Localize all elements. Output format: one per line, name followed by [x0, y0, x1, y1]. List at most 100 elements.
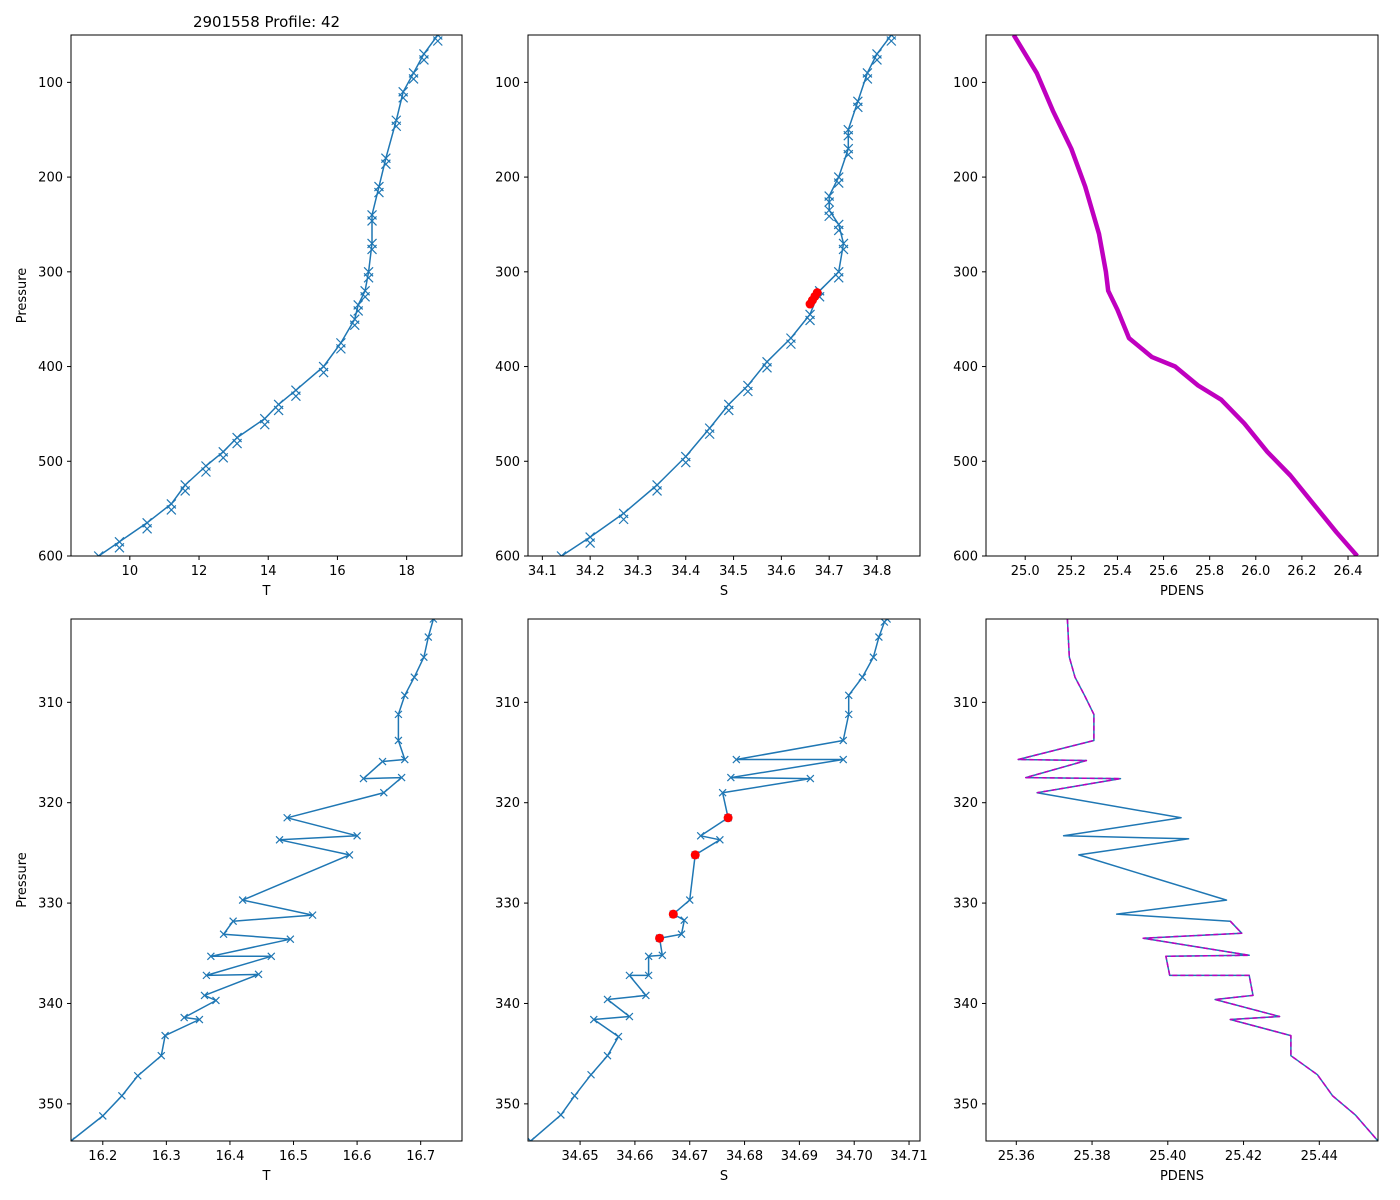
panel-density-full: 25.0 25.2 25.4 25.6 25.8 26.0 26.2 26.4 100 200 30… [953, 34, 1379, 599]
data-point-marker [838, 244, 849, 255]
data-point-marker [618, 514, 629, 525]
data-point-marker [267, 952, 276, 961]
x-tick-label: 26.0 [1241, 564, 1270, 579]
plot-area [1011, 35, 1359, 556]
x-tick-label: 26.2 [1287, 564, 1316, 579]
data-point-marker [839, 736, 848, 745]
x-tick-label: 16.3 [152, 1149, 181, 1164]
plot-area [1017, 619, 1378, 1141]
panel-temperature-zoom: 16.2 16.3 16.4 16.5 16.6 16.7 310 320 330 340 350 T… [15, 618, 463, 1184]
data-point-marker [641, 991, 650, 1000]
series-line [1142, 920, 1378, 1141]
x-tick-label: 34.70 [836, 1149, 873, 1164]
data-point-marker [98, 1111, 107, 1120]
y-tick-label: 500 [953, 455, 978, 470]
y-tick-label: 500 [495, 455, 520, 470]
y-tick-label: 300 [495, 265, 520, 280]
x-axis-label: T [262, 1169, 271, 1184]
data-point-marker [200, 991, 209, 1000]
data-point-marker [201, 467, 211, 477]
data-point-marker [363, 272, 374, 283]
data-point-marker [94, 558, 103, 567]
axes-frame [70, 34, 463, 557]
data-point-marker [206, 952, 215, 961]
y-tick-label: 330 [38, 897, 63, 912]
data-point-marker [157, 1051, 166, 1060]
panel-density-zoom: 25.36 25.38 25.40 25.42 25.44 310 320 330 340 350… [953, 618, 1379, 1184]
data-point-marker [394, 710, 403, 719]
x-tick-label: 16 [329, 564, 346, 579]
data-point-marker [806, 774, 815, 783]
plot-area [93, 35, 443, 567]
data-point-marker [424, 633, 433, 641]
data-point-marker [844, 710, 853, 719]
flagged-point [723, 813, 733, 823]
data-point-marker [349, 320, 360, 331]
axes-frame [527, 618, 921, 1142]
x-tick-label: 34.2 [576, 564, 605, 579]
y-tick-label: 500 [38, 455, 63, 470]
x-tick-label: 12 [191, 564, 208, 579]
x-axis-label: PDENS [1160, 1169, 1204, 1184]
data-point-marker [833, 272, 844, 283]
data-point-marker [742, 386, 753, 397]
data-point-marker [166, 504, 177, 515]
data-point-marker [353, 831, 362, 840]
data-point-marker [570, 1091, 579, 1100]
x-tick-label: 14 [260, 564, 277, 579]
data-point-marker [273, 405, 284, 416]
y-tick-label: 310 [38, 696, 63, 711]
y-tick-label: 200 [495, 171, 520, 186]
data-point-marker [238, 896, 247, 905]
data-point-marker [685, 896, 694, 905]
data-point-marker [726, 773, 735, 782]
y-tick-label: 300 [953, 265, 978, 280]
x-tick-label: 26.4 [1334, 564, 1363, 579]
plot-area [528, 619, 892, 1141]
y-tick-label: 350 [953, 1097, 978, 1112]
data-point-marker [394, 736, 403, 745]
x-tick-label: 16.7 [406, 1149, 435, 1164]
data-point-marker [858, 673, 867, 682]
data-point-marker [723, 405, 734, 416]
flagged-point [655, 933, 665, 943]
data-point-marker [419, 653, 428, 662]
data-point-marker [862, 73, 873, 84]
series-line [561, 35, 892, 556]
data-point-marker [677, 930, 686, 939]
x-tick-label: 25.44 [1301, 1149, 1338, 1164]
data-point-marker [335, 343, 346, 354]
y-tick-label: 400 [38, 360, 63, 375]
data-point-marker [680, 457, 691, 468]
data-point-marker [603, 1051, 612, 1060]
data-point-marker [715, 835, 724, 844]
y-tick-label: 600 [953, 550, 978, 565]
data-point-marker [429, 619, 438, 623]
data-point-marker [557, 558, 566, 567]
data-point-marker [117, 1091, 126, 1100]
x-tick-label: 16.5 [279, 1149, 308, 1164]
data-point-marker [180, 486, 191, 496]
data-point-marker [212, 996, 220, 1005]
data-point-marker [275, 835, 284, 844]
panel-salinity-full: 34.1 34.2 34.3 34.4 34.5 34.6 34.7 34.8 100 200 30… [495, 34, 921, 599]
data-point-marker [254, 970, 263, 979]
data-point-marker [732, 755, 741, 764]
panel-salinity-zoom: 34.65 34.66 34.67 34.68 34.69 34.70 34.71 310 32… [495, 618, 928, 1184]
data-point-marker [833, 225, 844, 236]
y-tick-label: 350 [495, 1097, 520, 1112]
series-line [98, 35, 439, 556]
data-point-marker [202, 971, 211, 980]
data-point-marker [374, 187, 384, 198]
data-point-marker [852, 102, 863, 113]
x-tick-label: 34.71 [890, 1149, 927, 1164]
data-point-marker [652, 486, 662, 496]
data-point-marker [786, 339, 796, 350]
data-point-marker [833, 178, 844, 189]
data-point-marker [556, 551, 567, 556]
y-tick-label: 350 [38, 1097, 63, 1112]
x-tick-label: 34.3 [623, 564, 652, 579]
data-point-marker [290, 391, 301, 402]
flagged-point [805, 299, 815, 309]
data-point-marker [71, 1137, 75, 1141]
